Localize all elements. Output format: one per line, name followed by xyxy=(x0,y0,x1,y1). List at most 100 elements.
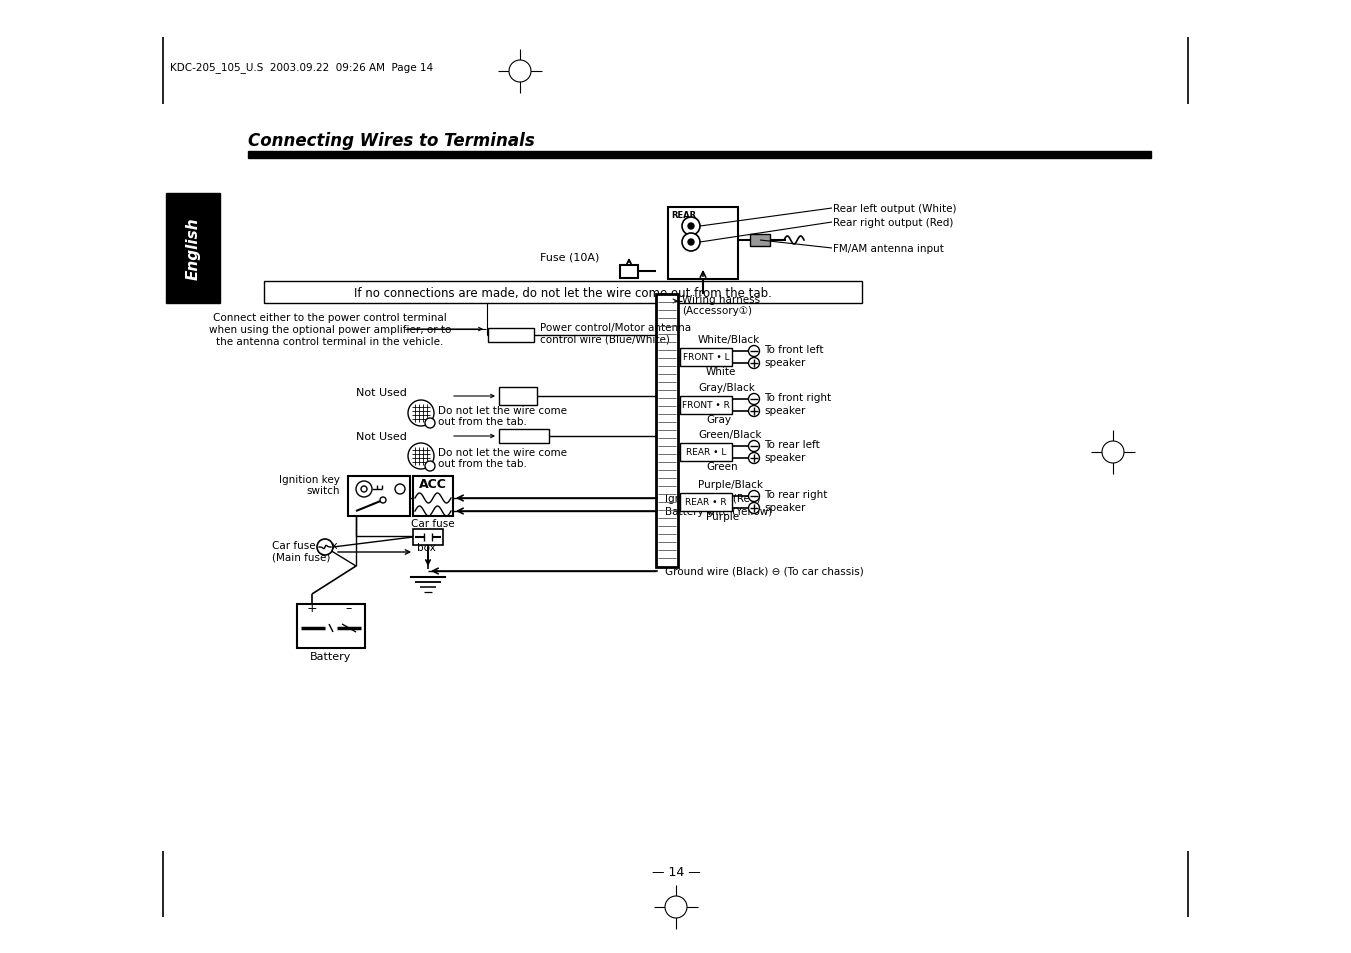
Text: speaker: speaker xyxy=(765,453,805,462)
Text: Do not let the wire come: Do not let the wire come xyxy=(438,406,567,416)
Circle shape xyxy=(509,61,531,83)
Circle shape xyxy=(688,240,694,246)
Text: English: English xyxy=(185,217,200,280)
Text: out from the tab.: out from the tab. xyxy=(438,458,527,469)
Text: switch: switch xyxy=(307,485,340,496)
Circle shape xyxy=(665,896,688,918)
Text: Power control/Motor antenna: Power control/Motor antenna xyxy=(540,323,692,333)
Bar xyxy=(488,329,534,343)
Bar xyxy=(680,349,732,367)
Bar xyxy=(413,530,443,545)
Bar xyxy=(499,388,536,406)
Bar xyxy=(166,193,220,304)
Text: Connect either to the power control terminal: Connect either to the power control term… xyxy=(213,313,447,323)
Text: FRONT • R: FRONT • R xyxy=(682,401,730,410)
Text: ACC: ACC xyxy=(419,478,447,491)
Text: TEL MUTE: TEL MUTE xyxy=(504,432,544,441)
Text: out from the tab.: out from the tab. xyxy=(438,416,527,427)
Text: Battery wire (Yellow): Battery wire (Yellow) xyxy=(665,506,773,517)
Text: –: – xyxy=(346,602,353,615)
Text: Fuse (10A): Fuse (10A) xyxy=(539,253,598,263)
Circle shape xyxy=(361,486,367,493)
Text: the antenna control terminal in the vehicle.: the antenna control terminal in the vehi… xyxy=(216,336,443,347)
Text: To front right: To front right xyxy=(765,393,831,402)
Text: speaker: speaker xyxy=(765,406,805,416)
Text: KDC-205_105_U.S  2003.09.22  09:26 AM  Page 14: KDC-205_105_U.S 2003.09.22 09:26 AM Page… xyxy=(170,63,434,73)
Text: — 14 —: — 14 — xyxy=(651,865,700,879)
Text: To front left: To front left xyxy=(765,345,824,355)
Text: Rear left output (White): Rear left output (White) xyxy=(834,204,957,213)
Bar xyxy=(263,282,862,304)
Circle shape xyxy=(748,406,759,417)
Text: Battery: Battery xyxy=(311,651,351,661)
Circle shape xyxy=(357,481,372,497)
Bar xyxy=(680,396,732,415)
Text: White/Black: White/Black xyxy=(698,335,761,345)
Text: REAR: REAR xyxy=(671,211,696,219)
Bar xyxy=(657,294,678,567)
Text: when using the optional power amplifier, or to: when using the optional power amplifier,… xyxy=(209,325,451,335)
Text: Wiring harness: Wiring harness xyxy=(682,294,761,305)
Circle shape xyxy=(426,461,435,472)
Bar xyxy=(667,208,738,280)
Circle shape xyxy=(408,400,434,427)
Circle shape xyxy=(748,395,759,405)
Bar xyxy=(680,494,732,512)
Text: To rear right: To rear right xyxy=(765,490,827,499)
Text: Purple: Purple xyxy=(707,512,739,521)
Text: Ignition wire (Red): Ignition wire (Red) xyxy=(665,494,761,503)
Bar xyxy=(413,476,453,517)
Bar xyxy=(680,443,732,461)
Text: +: + xyxy=(307,602,317,615)
Text: Not Used: Not Used xyxy=(357,432,407,441)
Text: control wire (Blue/White): control wire (Blue/White) xyxy=(540,335,670,345)
Text: If no connections are made, do not let the wire come out from the tab.: If no connections are made, do not let t… xyxy=(354,286,771,299)
Text: Gray: Gray xyxy=(707,415,731,424)
Text: Do not let the wire come: Do not let the wire come xyxy=(438,448,567,457)
Bar xyxy=(620,266,638,278)
Circle shape xyxy=(682,218,700,235)
Text: ANT.: ANT. xyxy=(508,388,527,397)
Bar xyxy=(349,476,409,517)
Text: box: box xyxy=(417,542,436,553)
Bar xyxy=(249,152,1151,159)
Text: speaker: speaker xyxy=(765,502,805,513)
Bar xyxy=(297,604,365,648)
Circle shape xyxy=(748,503,759,514)
Bar xyxy=(750,234,770,247)
Text: (Main fuse): (Main fuse) xyxy=(272,553,331,562)
Text: Not Used: Not Used xyxy=(357,388,407,397)
Circle shape xyxy=(748,441,759,452)
Circle shape xyxy=(748,491,759,502)
Circle shape xyxy=(748,358,759,369)
Circle shape xyxy=(748,453,759,464)
Circle shape xyxy=(748,346,759,357)
Circle shape xyxy=(380,497,386,503)
Circle shape xyxy=(317,539,332,556)
Text: Gray/Black: Gray/Black xyxy=(698,382,755,393)
Text: Ground wire (Black) ⊖ (To car chassis): Ground wire (Black) ⊖ (To car chassis) xyxy=(665,566,863,577)
Text: CONT.: CONT. xyxy=(505,395,531,404)
Text: Green: Green xyxy=(707,461,738,472)
Circle shape xyxy=(394,484,405,495)
Circle shape xyxy=(1102,441,1124,463)
Text: speaker: speaker xyxy=(765,357,805,368)
Circle shape xyxy=(426,418,435,429)
Text: Car fuse: Car fuse xyxy=(411,518,455,529)
Text: Purple/Black: Purple/Black xyxy=(698,479,763,490)
Text: (Accessory①): (Accessory①) xyxy=(682,306,753,315)
Text: REAR • L: REAR • L xyxy=(686,448,727,457)
Text: Rear right output (Red): Rear right output (Red) xyxy=(834,218,954,228)
Bar xyxy=(499,430,549,443)
Circle shape xyxy=(682,233,700,252)
Text: FM/AM antenna input: FM/AM antenna input xyxy=(834,244,944,253)
Text: REAR • R: REAR • R xyxy=(685,498,727,507)
Circle shape xyxy=(688,224,694,230)
Text: P.CONT: P.CONT xyxy=(494,331,527,340)
Text: Green/Black: Green/Black xyxy=(698,430,762,439)
Text: White: White xyxy=(707,367,736,376)
Text: Connecting Wires to Terminals: Connecting Wires to Terminals xyxy=(249,132,535,150)
Text: Car fuse box: Car fuse box xyxy=(272,540,338,551)
Circle shape xyxy=(408,443,434,470)
Text: FRONT • L: FRONT • L xyxy=(682,354,730,362)
